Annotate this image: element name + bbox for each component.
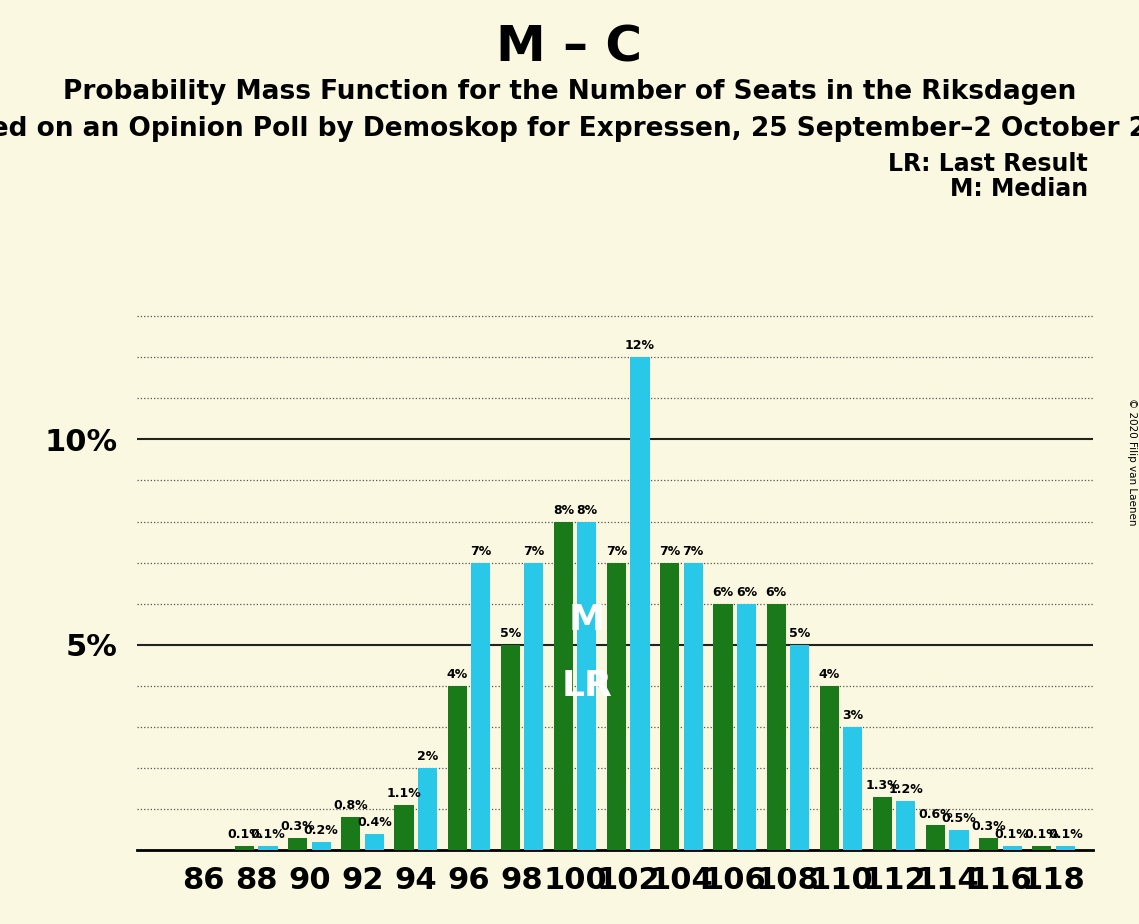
Text: © 2020 Filip van Laenen: © 2020 Filip van Laenen (1126, 398, 1137, 526)
Text: 8%: 8% (576, 504, 598, 517)
Bar (342, 817, 360, 850)
Bar (312, 842, 330, 850)
Bar (767, 603, 786, 850)
Bar (950, 830, 968, 850)
Text: 5%: 5% (500, 626, 521, 639)
Text: 0.6%: 0.6% (918, 808, 953, 821)
Text: Probability Mass Function for the Number of Seats in the Riksdagen: Probability Mass Function for the Number… (63, 79, 1076, 104)
Text: 0.3%: 0.3% (972, 820, 1006, 833)
Text: 7%: 7% (682, 544, 704, 558)
Text: 1.2%: 1.2% (888, 783, 924, 796)
Text: 2%: 2% (417, 750, 439, 763)
Bar (737, 603, 756, 850)
Bar (790, 645, 809, 850)
Text: 7%: 7% (470, 544, 491, 558)
Text: 0.1%: 0.1% (1024, 828, 1059, 841)
Text: 0.1%: 0.1% (994, 828, 1030, 841)
Bar (843, 727, 862, 850)
Bar (820, 686, 838, 850)
Bar (364, 833, 384, 850)
Text: 7%: 7% (659, 544, 680, 558)
Bar (577, 521, 597, 850)
Text: 0.2%: 0.2% (304, 824, 338, 837)
Text: 12%: 12% (625, 339, 655, 352)
Text: 0.5%: 0.5% (942, 811, 976, 824)
Text: M: M (568, 603, 605, 638)
Bar (554, 521, 573, 850)
Text: 1.3%: 1.3% (866, 779, 900, 792)
Bar (607, 563, 626, 850)
Bar (926, 825, 945, 850)
Bar (524, 563, 543, 850)
Text: M – C: M – C (497, 23, 642, 71)
Bar (472, 563, 490, 850)
Text: 3%: 3% (842, 709, 863, 722)
Bar (661, 563, 679, 850)
Text: LR: LR (562, 669, 613, 703)
Bar (1032, 846, 1051, 850)
Bar (896, 801, 916, 850)
Text: 0.8%: 0.8% (334, 799, 368, 812)
Text: 5%: 5% (789, 626, 810, 639)
Text: 6%: 6% (712, 586, 734, 599)
Text: 0.1%: 0.1% (1048, 828, 1083, 841)
Bar (394, 805, 413, 850)
Text: LR: Last Result: LR: Last Result (888, 152, 1088, 176)
Text: 4%: 4% (819, 668, 839, 681)
Text: 1.1%: 1.1% (386, 787, 421, 800)
Text: 7%: 7% (523, 544, 544, 558)
Bar (1002, 846, 1022, 850)
Bar (501, 645, 519, 850)
Bar (980, 838, 998, 850)
Text: Based on an Opinion Poll by Demoskop for Expressen, 25 September–2 October 2018: Based on an Opinion Poll by Demoskop for… (0, 116, 1139, 141)
Text: M: Median: M: Median (950, 177, 1088, 201)
Text: 0.3%: 0.3% (280, 820, 316, 833)
Bar (713, 603, 732, 850)
Text: 6%: 6% (765, 586, 787, 599)
Bar (235, 846, 254, 850)
Text: 4%: 4% (446, 668, 468, 681)
Text: 0.4%: 0.4% (357, 816, 392, 829)
Bar (1056, 846, 1075, 850)
Bar (683, 563, 703, 850)
Text: 7%: 7% (606, 544, 628, 558)
Text: 0.1%: 0.1% (227, 828, 262, 841)
Text: 8%: 8% (552, 504, 574, 517)
Bar (288, 838, 308, 850)
Bar (448, 686, 467, 850)
Bar (259, 846, 278, 850)
Bar (631, 358, 649, 850)
Text: 6%: 6% (736, 586, 757, 599)
Text: 0.1%: 0.1% (251, 828, 286, 841)
Bar (418, 768, 437, 850)
Bar (872, 796, 892, 850)
